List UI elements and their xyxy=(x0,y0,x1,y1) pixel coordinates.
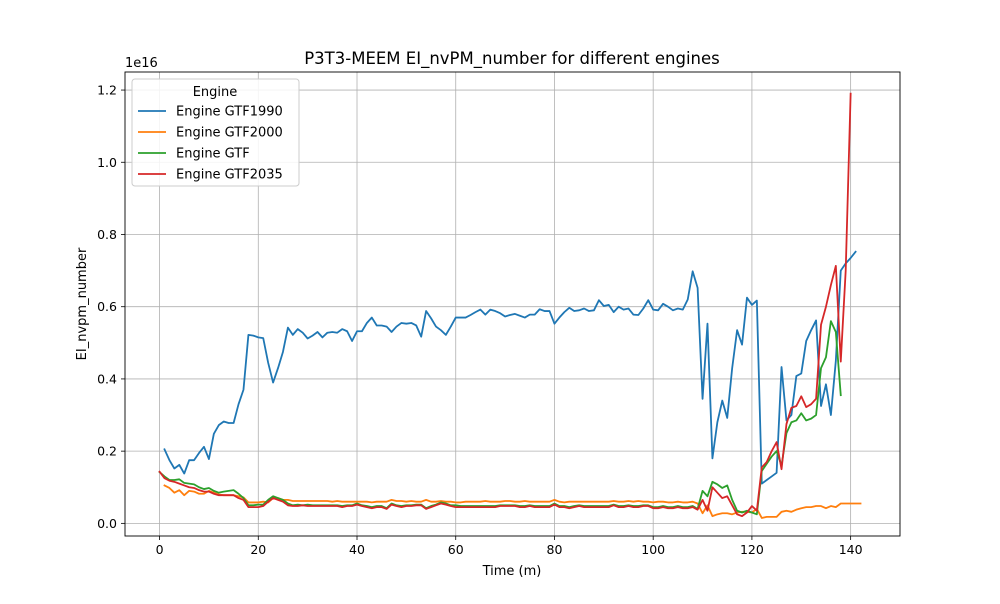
chart-title: P3T3-MEEM EI_nvPM_number for different e… xyxy=(304,49,720,69)
x-tick-label: 60 xyxy=(448,542,464,557)
y-tick-label: 1.2 xyxy=(97,83,117,98)
x-tick-label: 80 xyxy=(547,542,563,557)
x-axis-ticks: 0 20 40 60 80 100 120 140 xyxy=(156,536,863,557)
y-tick-label: 1.0 xyxy=(97,155,117,170)
x-axis-label: Time (m) xyxy=(482,564,542,579)
x-tick-label: 20 xyxy=(250,542,266,557)
series-line-4 xyxy=(158,92,852,518)
legend-entry-label: Engine GTF2000 xyxy=(176,126,283,141)
y-axis-ticks: 0.0 0.2 0.4 0.6 0.8 1.0 1.2 xyxy=(97,83,125,531)
y-tick-label: 0.2 xyxy=(97,444,117,459)
x-tick-label: 0 xyxy=(156,542,164,557)
y-tick-label: 0.4 xyxy=(97,371,117,386)
legend-entry-label: Engine GTF xyxy=(176,147,250,162)
x-tick-label: 120 xyxy=(740,542,764,557)
x-tick-label: 100 xyxy=(641,542,665,557)
y-tick-label: 0.6 xyxy=(97,299,117,314)
x-tick-label: 140 xyxy=(839,542,863,557)
legend-entry-label: Engine GTF2035 xyxy=(176,168,283,183)
y-axis-multiplier: 1e16 xyxy=(125,56,158,71)
plot-area-frame xyxy=(124,71,901,537)
series-lines xyxy=(158,92,862,519)
y-tick-label: 0.8 xyxy=(97,227,117,242)
y-tick-label: 0.0 xyxy=(97,516,117,531)
y-axis-label: EI_nvpm_number xyxy=(75,247,90,360)
legend-entry-label: Engine GTF1990 xyxy=(176,105,283,120)
legend-title: Engine xyxy=(193,85,238,100)
legend-box xyxy=(131,78,300,187)
x-tick-label: 40 xyxy=(349,542,365,557)
series-line-1 xyxy=(163,250,857,485)
legend-items: Engine GTF1990 Engine GTF2000 Engine GTF En… xyxy=(138,105,283,183)
